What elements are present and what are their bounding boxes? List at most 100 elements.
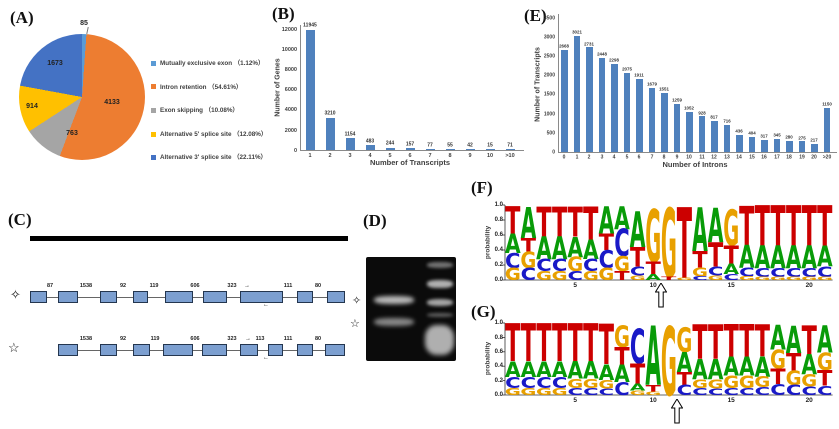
bar bbox=[445, 149, 455, 150]
x-tick-label: 12 bbox=[711, 154, 718, 160]
x-tick-label: 16 bbox=[761, 154, 768, 160]
logo-letter-T: T bbox=[755, 321, 771, 367]
logo-letter-A: A bbox=[770, 321, 786, 358]
logo-letter-A: A bbox=[552, 232, 568, 267]
logo-letter-T: T bbox=[536, 203, 552, 246]
panel-b-ylabel: Number of Genes bbox=[274, 58, 282, 117]
logo-letter-G: G bbox=[552, 269, 568, 283]
x-tick-label: 11 bbox=[699, 154, 705, 160]
logo-letter-T: T bbox=[770, 203, 785, 259]
bar-value-label: 280 bbox=[785, 134, 793, 140]
logo-letter-C: C bbox=[786, 383, 801, 399]
logo-letter-A: A bbox=[817, 240, 833, 274]
x-axis-line bbox=[558, 152, 837, 153]
logo-letter-T: T bbox=[661, 276, 676, 281]
intron-size-label: 111 bbox=[283, 335, 293, 342]
panel-e-label: (E) bbox=[524, 6, 547, 25]
bar-value-label: 2731 bbox=[584, 41, 595, 47]
x-tick-label: 5 bbox=[388, 152, 392, 158]
bar bbox=[823, 107, 830, 152]
legend-label: Mutually exclusive exon （1.12%） bbox=[160, 59, 265, 67]
intron-size-label: 80 bbox=[314, 335, 322, 342]
panel-f-label: (F) bbox=[471, 178, 493, 197]
intron-size-label: 92 bbox=[119, 335, 127, 342]
y-tick-label: 1000 bbox=[543, 111, 555, 117]
logo-letter-G: G bbox=[520, 386, 536, 398]
logo-letter-G: G bbox=[505, 265, 521, 284]
legend-swatch bbox=[151, 60, 156, 66]
exon-box bbox=[100, 291, 117, 303]
bar bbox=[385, 147, 395, 150]
logo-letter-C: C bbox=[583, 386, 598, 397]
panel-b-label: (B) bbox=[272, 4, 295, 23]
bar-value-label: 716 bbox=[723, 118, 731, 124]
legend-item: Exon skipping （10.08%） bbox=[151, 104, 374, 117]
logo-letter-C: C bbox=[567, 386, 582, 397]
x-tick-label: 4 bbox=[368, 152, 372, 158]
intron-size-label: 606 bbox=[190, 282, 200, 289]
logo-letter-C: C bbox=[505, 375, 520, 392]
logo-y-tick: 0.4 bbox=[494, 363, 503, 370]
pie-slice-value: 1673 bbox=[47, 60, 63, 67]
logo-letter-G: G bbox=[661, 203, 677, 285]
y-tick-label: 3500 bbox=[543, 15, 555, 21]
primer-arrow: → bbox=[244, 283, 250, 289]
logo-letter-A: A bbox=[645, 273, 661, 283]
bar bbox=[698, 116, 705, 152]
pie-slice-value: 914 bbox=[26, 103, 38, 110]
logo-letter-C: C bbox=[630, 321, 645, 375]
bar-value-label: 345 bbox=[773, 132, 781, 138]
logo-letter-A: A bbox=[801, 241, 817, 276]
logo-letter-C: C bbox=[708, 387, 723, 397]
bar bbox=[305, 29, 315, 150]
bar-value-label: 42 bbox=[467, 142, 473, 148]
gel-star: ☆ bbox=[350, 318, 360, 330]
intron-size-label: 1538 bbox=[79, 282, 93, 289]
y-tick-label: 8000 bbox=[284, 66, 297, 73]
pie-leader-line bbox=[86, 26, 89, 35]
logo-letter-A: A bbox=[692, 203, 708, 265]
logo-letter-T: T bbox=[568, 203, 584, 246]
logo-letter-C: C bbox=[755, 385, 770, 398]
y-tick-label: 3000 bbox=[543, 34, 555, 40]
y-tick-label: 0 bbox=[293, 147, 297, 154]
exon-box bbox=[240, 344, 258, 356]
legend-swatch bbox=[151, 107, 156, 113]
bar-value-label: 3210 bbox=[324, 110, 336, 117]
logo-letter-A: A bbox=[801, 349, 817, 381]
transcript-star: ✧ bbox=[10, 287, 21, 302]
gel-band bbox=[427, 280, 453, 288]
bar-value-label: 77 bbox=[427, 142, 433, 148]
logo-letter-T: T bbox=[692, 247, 708, 273]
pie-legend: Mutually exclusive exon （1.12%） Intron re… bbox=[151, 57, 374, 164]
logo-letter-T: T bbox=[568, 321, 583, 374]
bar bbox=[598, 58, 605, 152]
logo-x-tick: 15 bbox=[727, 282, 735, 289]
bar-value-label: 55 bbox=[447, 142, 453, 148]
logo-letter-A: A bbox=[567, 358, 583, 385]
logo-letter-T: T bbox=[521, 321, 536, 374]
y-tick-label: 6000 bbox=[284, 86, 297, 93]
logo-letter-G: G bbox=[770, 346, 786, 375]
exon-box bbox=[297, 291, 313, 303]
x-tick-label: 18 bbox=[786, 154, 793, 160]
exon-box bbox=[58, 344, 78, 356]
logo-letter-A: A bbox=[630, 203, 646, 259]
logo-letter-A: A bbox=[567, 230, 583, 263]
logo-y-tick: 0.4 bbox=[494, 247, 503, 254]
x-tick-label: 2 bbox=[328, 152, 332, 158]
logo-y-tick: 0.2 bbox=[494, 262, 503, 269]
logo-letter-C: C bbox=[599, 387, 614, 397]
logo-letter-T: T bbox=[739, 203, 754, 258]
logo-letter-G: G bbox=[645, 203, 661, 280]
logo-letter-C: C bbox=[630, 265, 645, 279]
logo-letter-C: C bbox=[583, 256, 598, 275]
bar bbox=[811, 143, 818, 152]
logo-letter-T: T bbox=[677, 203, 692, 285]
logo-letter-A: A bbox=[521, 357, 537, 382]
exon-box bbox=[58, 291, 78, 303]
splice-site-arrow-f bbox=[655, 283, 667, 308]
legend-swatch bbox=[151, 131, 156, 137]
logo-letter-T: T bbox=[786, 350, 802, 377]
